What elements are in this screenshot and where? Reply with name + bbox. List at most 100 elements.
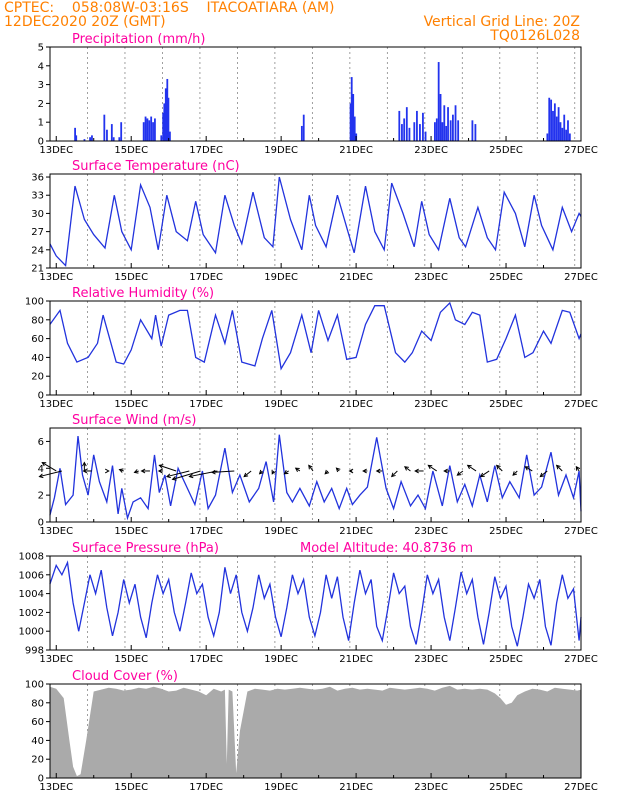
wind-arrow [496, 465, 503, 472]
cloud-area [49, 685, 581, 778]
wind-arrow [525, 466, 533, 472]
wind-arrow [467, 464, 477, 472]
xtick-label: 23DEC [414, 654, 448, 665]
xtick-label: 15DEC [114, 272, 148, 283]
wind-arrow-head [375, 468, 381, 474]
ytick-label: 60 [31, 717, 44, 728]
precip-bar [142, 122, 145, 141]
ytick-label: 2 [38, 491, 44, 502]
ytick-label: 1002 [19, 608, 44, 619]
precip-bar [120, 122, 123, 141]
precip-bar [91, 135, 93, 141]
wind-arrow-head [456, 471, 462, 476]
xtick-label: 21DEC [339, 272, 373, 283]
wind-arrow-head [308, 464, 313, 470]
precip-bar [166, 78, 169, 141]
ytick-label: 4 [38, 61, 44, 72]
xtick-label: 21DEC [339, 526, 373, 537]
wind-arrow [166, 470, 190, 478]
xtick-label: 13DEC [39, 782, 73, 793]
precip-bar [148, 120, 151, 141]
precip-bar [561, 127, 564, 141]
panel-frame-temp [49, 173, 582, 269]
xtick-label: 23DEC [414, 526, 448, 537]
xtick-label: 19DEC [264, 526, 298, 537]
wind-arrow-head [479, 472, 485, 478]
wind-arrow [172, 470, 201, 480]
precip-bar [559, 122, 562, 141]
wind-arrow-head [158, 464, 164, 469]
precip-bar [413, 122, 416, 141]
xtick-label: 15DEC [114, 782, 148, 793]
precip-bar [441, 122, 444, 141]
precip-bar [405, 107, 408, 141]
precip-bar [352, 94, 355, 141]
precip-bar [163, 103, 166, 141]
panel-title-precip: Precipitation (mm/h) [72, 32, 205, 47]
header-model: TQ0126L028 [489, 28, 580, 44]
wind-arrow-head [41, 462, 47, 467]
xtick-label: 17DEC [189, 654, 223, 665]
xtick-label: 21DEC [339, 399, 373, 410]
panel-cloud: Cloud Cover (%) 0 20 40 60 80 100 13DEC 15DEC 17D… [25, 669, 598, 793]
precip-bar [565, 129, 568, 141]
xtick-label: 13DEC [39, 399, 73, 410]
panel-pres: Surface Pressure (hPa) Model Altitude: 40… [19, 541, 598, 665]
wind-arrow [243, 470, 252, 477]
wind-arrow-head [210, 469, 216, 475]
xtick-label: 21DEC [339, 654, 373, 665]
wind-arrow-head [404, 466, 409, 471]
ytick-label: 2 [38, 99, 44, 110]
ytick-label: 40 [31, 353, 44, 364]
precip-bar [435, 118, 438, 141]
precip-bar [552, 110, 554, 141]
xtick-label: 13DEC [39, 272, 73, 283]
precip-bar [353, 116, 356, 141]
series-line-pres [49, 560, 582, 647]
ytick-label: 27 [31, 227, 44, 238]
xtick-label: 19DEC [264, 272, 298, 283]
series-line-rh [49, 301, 582, 371]
ytick-label: 4 [38, 464, 44, 475]
precip-bar [152, 122, 154, 141]
wind-arrow-head [258, 469, 264, 475]
wind-arrow-head [348, 468, 354, 474]
ytick-label: 998 [25, 646, 44, 657]
wind-arrow-head [133, 469, 139, 474]
ytick-label: 80 [31, 698, 44, 709]
xtick-label: 25DEC [489, 654, 523, 665]
xtick-label: 19DEC [264, 782, 298, 793]
panel-frame-precip [49, 46, 582, 142]
ytick-label: 20 [31, 372, 44, 383]
precip-bar [434, 122, 436, 141]
wind-arrow-head [539, 472, 545, 478]
precip-bar [164, 88, 167, 141]
wind-arrow-head [82, 468, 88, 474]
xtick-label: 25DEC [489, 782, 523, 793]
ytick-label: 5 [38, 43, 44, 54]
precip-bar [422, 112, 424, 141]
wind-arrow [539, 470, 548, 477]
precip-bar [563, 114, 566, 141]
wind-arrow-head [171, 476, 177, 481]
precip-bar [103, 114, 106, 141]
ytick-label: 6 [38, 437, 44, 448]
precip-bar [447, 107, 449, 141]
xtick-label: 13DEC [39, 145, 73, 156]
xtick-label: 15DEC [114, 399, 148, 410]
ytick-label: 33 [31, 191, 44, 202]
ytick-label: 36 [31, 173, 44, 184]
precip-bar [160, 135, 163, 141]
panel-temp: Surface Temperature (nC) 21 24 27 30 33 36 13DE… [31, 159, 598, 283]
precip-bar [439, 94, 442, 141]
xtick-label: 13DEC [39, 526, 73, 537]
header-date: 12DEC2020 20Z (GMT) [4, 14, 166, 30]
panel-title-cloud: Cloud Cover (%) [72, 669, 178, 684]
ytick-label: 0 [38, 518, 44, 529]
precip-bar [83, 139, 86, 141]
precip-bar [471, 120, 474, 141]
wind-arrow-head [104, 468, 110, 474]
precip-bar [408, 127, 411, 141]
precip-bar [110, 124, 113, 141]
precip-bar [146, 118, 149, 141]
